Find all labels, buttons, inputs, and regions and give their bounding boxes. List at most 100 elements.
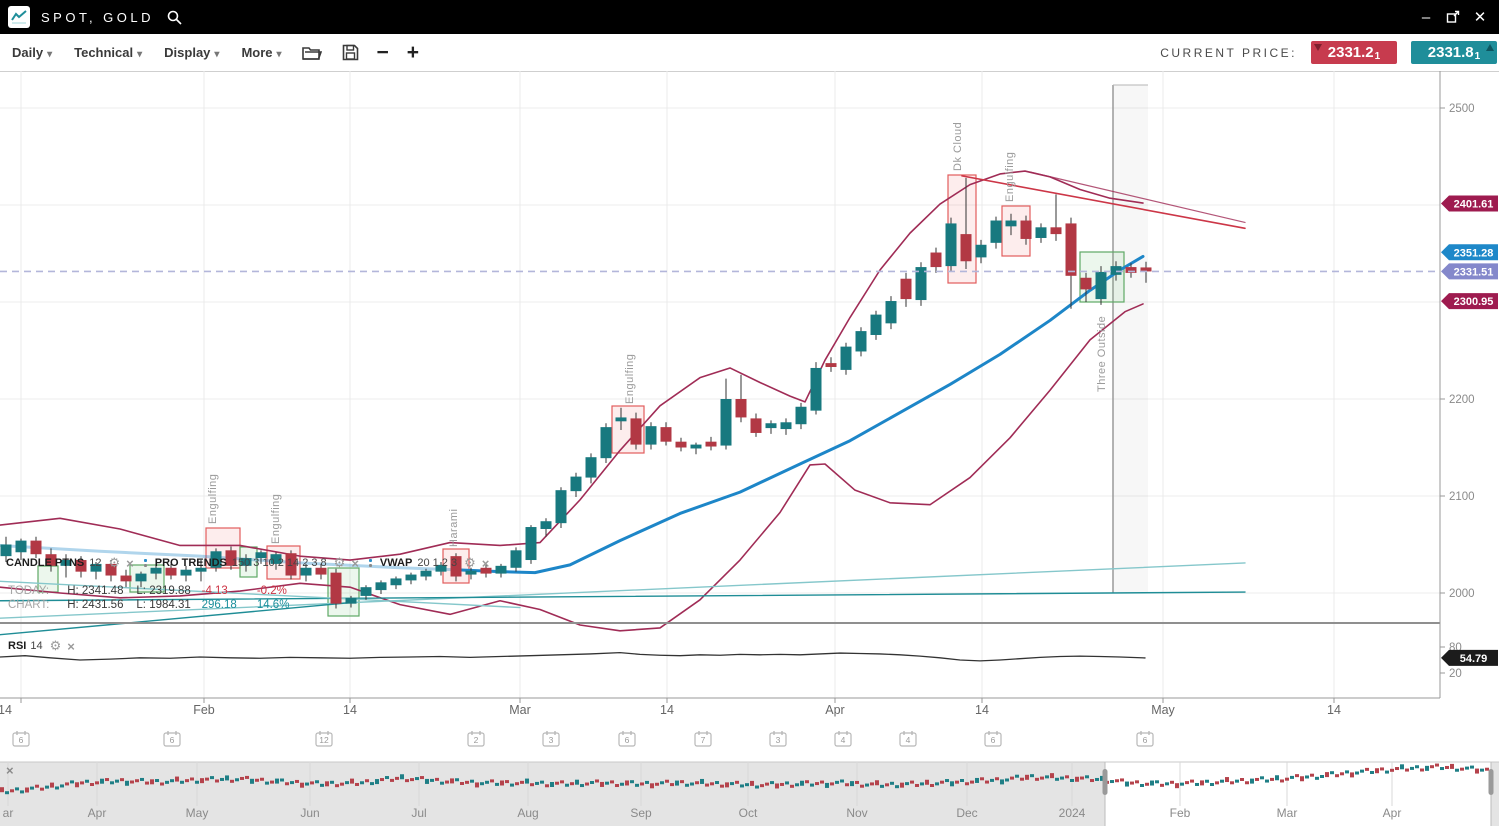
calendar-badge[interactable]: 6 <box>984 731 1002 747</box>
navigator-dash <box>1370 771 1374 774</box>
candle-body <box>60 560 72 566</box>
menu-display[interactable]: Display ▾ <box>164 45 220 60</box>
calendar-badge[interactable]: 6 <box>163 731 181 747</box>
navigator-dash <box>695 781 699 785</box>
candle-body <box>870 314 882 335</box>
navigator-dash <box>75 782 79 788</box>
navigator-month-label: Feb <box>1170 806 1191 820</box>
close-icon[interactable]: × <box>126 555 134 571</box>
navigator-dash <box>165 780 169 784</box>
navigator-handle[interactable] <box>1488 769 1494 795</box>
navigator-dash <box>1245 781 1249 785</box>
navigator-dash <box>280 778 284 782</box>
x-axis-label: Mar <box>509 703 531 717</box>
navigator-dash <box>845 783 849 787</box>
calendar-badge[interactable]: 4 <box>834 731 852 747</box>
gear-icon[interactable]: ⚙ <box>333 555 346 570</box>
navigator-dash <box>125 780 129 786</box>
calendar-badge[interactable]: 6 <box>1136 731 1154 747</box>
navigator-dash <box>10 789 14 793</box>
bid-price-value: 2331.2 <box>1327 44 1374 61</box>
folder-open-icon[interactable] <box>301 45 322 61</box>
menu-more[interactable]: More ▾ <box>241 45 282 60</box>
navigator-dash <box>270 780 274 784</box>
candle-body <box>660 427 672 442</box>
navigator-selection[interactable] <box>1105 762 1491 826</box>
navigator-dash <box>305 782 309 786</box>
navigator-dash <box>1295 774 1299 778</box>
vwap-line <box>0 580 521 609</box>
chart-label: CHART: <box>8 599 50 611</box>
candle-body <box>30 540 42 555</box>
calendar-badge-count: 2 <box>474 735 479 745</box>
window-controls: – ✕ <box>1417 8 1489 27</box>
close-icon[interactable]: × <box>351 555 359 571</box>
calendar-badge[interactable]: 2 <box>467 731 485 747</box>
navigator-dash <box>1235 779 1239 783</box>
navigator-month-label: Nov <box>846 806 867 820</box>
calendar-badge[interactable]: 3 <box>769 731 787 747</box>
navigator-dash <box>415 777 419 781</box>
navigator-dash <box>520 780 524 784</box>
navigator-dash <box>940 780 944 784</box>
price-chart[interactable]: Engulfing Engulfing Harami Engulfing Dk Clou… <box>0 71 1499 826</box>
highlight-band <box>1113 85 1148 593</box>
navigator-dash <box>850 781 854 787</box>
navigator-dash <box>1400 764 1404 770</box>
navigator-dash <box>100 778 104 784</box>
navigator-dash <box>1230 781 1234 785</box>
gear-icon[interactable]: ⚙ <box>464 555 476 570</box>
menu-technical[interactable]: Technical ▾ <box>74 45 143 60</box>
calendar-badge[interactable]: 6 <box>618 731 636 747</box>
navigator-dash <box>865 783 869 787</box>
candle-body <box>1065 223 1077 276</box>
navigator-dash <box>565 783 569 787</box>
navigator-dash <box>260 777 264 781</box>
candle-body <box>285 553 297 576</box>
navigator-handle[interactable] <box>1102 769 1108 795</box>
candle-body <box>1035 227 1047 238</box>
restore-icon[interactable] <box>1444 8 1462 26</box>
zoom-out-icon[interactable]: − <box>376 40 389 64</box>
search-icon[interactable] <box>166 9 183 26</box>
candle-body <box>300 567 312 576</box>
candle-body <box>1005 220 1017 227</box>
navigator-dash <box>875 780 879 786</box>
gear-icon[interactable]: ⚙ <box>49 638 62 653</box>
navigator-dash <box>1275 775 1279 781</box>
candle-body <box>900 278 912 300</box>
calendar-badge[interactable]: 6 <box>12 731 30 747</box>
close-icon[interactable]: ✕ <box>1473 9 1487 26</box>
save-icon[interactable] <box>342 44 359 61</box>
candle-body <box>330 572 342 604</box>
candle-body <box>0 544 12 557</box>
calendar-badge[interactable]: 12 <box>315 731 333 747</box>
navigator-dash <box>405 779 409 783</box>
navigator-dash <box>1120 778 1124 782</box>
navigator-dash <box>1035 777 1039 781</box>
zoom-in-icon[interactable]: + <box>406 40 420 64</box>
navigator-dash <box>1115 779 1119 783</box>
menu-daily[interactable]: Daily ▾ <box>12 45 53 60</box>
navigator-dash <box>1285 777 1289 781</box>
gear-icon[interactable]: ⚙ <box>108 555 121 570</box>
pattern-label: Engulfing <box>270 494 282 544</box>
rsi-param: 14 <box>30 640 43 652</box>
navigator-dash <box>470 779 474 783</box>
close-icon[interactable]: × <box>67 638 75 654</box>
navigator-dash <box>1435 763 1439 767</box>
calendar-badge-count: 4 <box>841 735 846 745</box>
navigator-close-icon[interactable]: × <box>6 763 14 778</box>
calendar-badge[interactable]: 4 <box>899 731 917 747</box>
navigator-dash <box>1030 774 1034 778</box>
calendar-badge[interactable]: 7 <box>694 731 712 747</box>
navigator-dash <box>1095 777 1099 781</box>
calendar-badge[interactable]: 3 <box>542 731 560 747</box>
minimize-icon[interactable]: – <box>1421 8 1431 26</box>
rsi-label: RSI <box>8 640 27 652</box>
candle-body <box>810 367 822 411</box>
navigator-dash <box>985 780 989 784</box>
close-icon[interactable]: × <box>481 555 490 571</box>
navigator-dash <box>425 778 429 784</box>
candle-body <box>555 490 567 524</box>
